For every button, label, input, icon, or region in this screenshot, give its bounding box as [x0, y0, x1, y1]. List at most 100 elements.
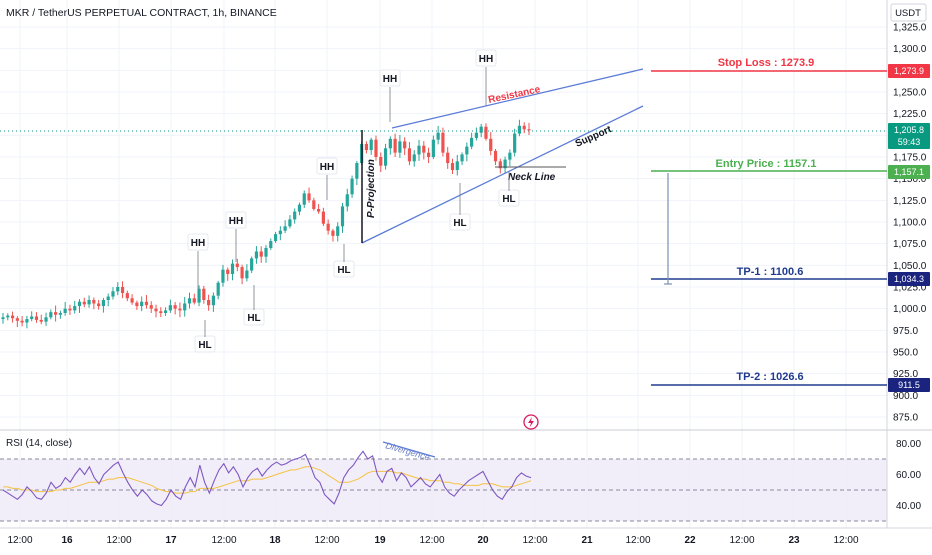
candle-body: [288, 219, 292, 227]
swing-label-hh[interactable]: HH: [225, 211, 247, 229]
candle-body: [393, 138, 397, 153]
candle-body: [264, 248, 268, 257]
time-axis[interactable]: 12:00 16 12:00 17 12:00 18 12:00 19 12:00 20 12:00…: [7, 535, 858, 546]
candle-body: [513, 133, 517, 153]
candle-body: [39, 319, 43, 322]
rsi-axis[interactable]: 80.00 60.00 40.00: [896, 439, 921, 512]
candle-body: [493, 150, 498, 162]
support-trendline[interactable]: [361, 105, 644, 244]
candle-body: [441, 132, 445, 153]
candle-body: [120, 287, 125, 294]
grid: [0, 0, 887, 528]
countdown-text: 59:43: [898, 137, 921, 147]
candle-body: [498, 161, 502, 169]
candle-body: [168, 305, 172, 311]
rsi-label: RSI (14, close): [6, 438, 72, 449]
swing-label-hh[interactable]: HH: [475, 49, 497, 67]
candle-body: [144, 301, 149, 306]
candle-body: [106, 296, 110, 300]
candle-body: [331, 230, 335, 236]
swing-label-hh[interactable]: HH: [379, 69, 401, 87]
candle-body: [116, 287, 120, 292]
candle-body: [97, 303, 101, 307]
lightning-icon[interactable]: [523, 414, 539, 430]
time-axis-label: 17: [165, 535, 177, 546]
price-axis-label: 975.0: [893, 326, 918, 337]
candle-body: [135, 302, 139, 307]
candle-body: [293, 211, 297, 220]
tp1-price-tag: [888, 272, 930, 286]
candle-body: [379, 157, 383, 166]
candle-body: [216, 282, 220, 296]
candle-body: [345, 194, 349, 207]
candle-body: [312, 200, 316, 209]
entry-price-tag-text: 1,157.1: [894, 167, 924, 177]
candle-body: [245, 270, 249, 279]
price-axis-label: 875.0: [893, 413, 918, 424]
price-axis-label: 1,150.0: [893, 174, 927, 185]
candle-body: [1, 317, 5, 320]
tp2-label: TP-2 : 1026.6: [736, 371, 803, 383]
time-axis-label: 12:00: [7, 535, 32, 546]
swing-label-hl[interactable]: HL: [333, 260, 355, 278]
candle-body: [426, 152, 431, 157]
candle-body: [317, 209, 321, 212]
resistance-trendline[interactable]: [391, 68, 644, 129]
candle-body: [470, 137, 474, 147]
rsi-axis-label: 60.00: [896, 470, 921, 481]
currency-label: USDT: [895, 8, 921, 19]
candle-body: [355, 163, 359, 179]
price-axis-label: 1,250.0: [893, 88, 927, 99]
time-axis-label: 12:00: [625, 535, 650, 546]
swing-label-hl[interactable]: HL: [243, 308, 265, 326]
entry-price-tag: [888, 165, 930, 179]
candle-body: [6, 315, 10, 318]
candle-body: [340, 206, 345, 227]
candle-body: [15, 318, 19, 321]
swing-label-text: HL: [198, 340, 211, 351]
candle-body: [30, 316, 34, 320]
candle-body: [240, 267, 244, 279]
tp2-price-tag: [888, 378, 930, 392]
candle-body: [192, 298, 196, 303]
swing-label-hh[interactable]: HH: [316, 157, 338, 175]
candle-body: [517, 125, 522, 134]
swing-label-text: HL: [337, 265, 350, 276]
currency-box[interactable]: [890, 3, 927, 22]
candle-body: [369, 139, 373, 151]
candle-body: [474, 132, 478, 138]
chart-title: MKR / TetherUS PERPETUAL CONTRACT, 1h, B…: [6, 7, 277, 19]
swing-label-text: HH: [320, 162, 334, 173]
time-axis-label: 12:00: [211, 535, 236, 546]
rsi-axis-label: 40.00: [896, 501, 921, 512]
price-axis-label: 1,325.0: [893, 23, 927, 34]
candle-body: [302, 193, 306, 205]
candles: [1, 119, 531, 329]
swing-label-hl[interactable]: HL: [449, 213, 471, 231]
candle-body: [178, 308, 182, 311]
time-axis-label: 16: [61, 535, 73, 546]
tp1-label: TP-1 : 1100.6: [737, 266, 804, 278]
stop-loss-label: Stop Loss : 1273.9: [718, 57, 815, 69]
candle-body: [149, 305, 153, 309]
candle-body: [211, 295, 215, 306]
candle-body: [522, 125, 526, 130]
candle-body: [278, 230, 282, 235]
candle-body: [269, 241, 273, 248]
candle-body: [163, 310, 168, 313]
candle-body: [20, 320, 24, 323]
candle-body: [226, 269, 230, 274]
price-axis-label: 1,100.0: [893, 218, 927, 229]
swing-label-hl[interactable]: HL: [194, 335, 216, 353]
candle-body: [230, 263, 235, 274]
swing-labels: HH HL HH HL HH HL HH HL HH HL: [187, 49, 520, 353]
swing-label-hl[interactable]: HL: [498, 189, 520, 207]
candle-body: [503, 159, 507, 169]
candle-body: [173, 305, 177, 309]
candle-body: [455, 161, 459, 170]
candle-body: [34, 316, 39, 320]
time-axis-label: 21: [581, 535, 593, 546]
candle-body: [154, 308, 158, 312]
divergence-line[interactable]: [382, 441, 436, 458]
swing-label-hh[interactable]: HH: [187, 233, 209, 251]
